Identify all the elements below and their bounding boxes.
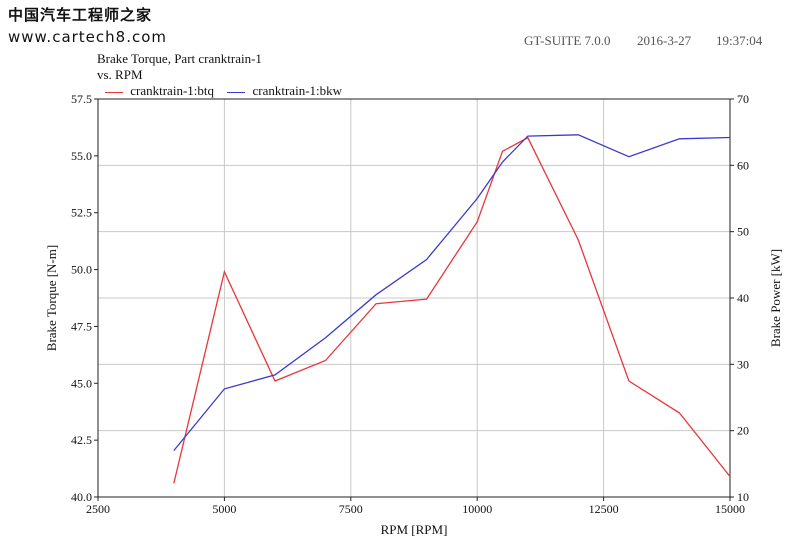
y-axis-right-label: Brake Power [kW] xyxy=(768,249,783,347)
y-right-tick-label: 10 xyxy=(737,490,749,504)
x-tick-label: 7500 xyxy=(339,502,363,516)
x-tick-label: 5000 xyxy=(212,502,236,516)
series-line-bkw xyxy=(173,134,731,452)
series-line-btq xyxy=(173,136,731,484)
watermark-url: www.cartech8.com xyxy=(8,28,168,46)
y-left-tick-label: 50.0 xyxy=(71,263,92,277)
legend-swatch-btq xyxy=(105,91,123,93)
series-lines xyxy=(173,134,731,484)
y-left-tick-label: 55.0 xyxy=(71,149,92,163)
software-version: GT-SUITE 7.0.0 xyxy=(524,33,611,48)
y-axis-left-label: Brake Torque [N-m] xyxy=(44,245,59,351)
chart-title-line1: Brake Torque, Part cranktrain-1 xyxy=(97,51,262,66)
legend-label-btq: cranktrain-1:btq xyxy=(130,83,214,98)
x-tick-label: 2500 xyxy=(86,502,110,516)
report-time: 19:37:04 xyxy=(716,33,763,48)
x-axis-label: RPM [RPM] xyxy=(381,522,448,537)
x-axis-ticks: 2500 5000 7500 10000 12500 15000 xyxy=(86,497,745,516)
x-tick-label: 10000 xyxy=(462,502,492,516)
chart-title-line2: vs. RPM xyxy=(97,67,143,82)
y-left-tick-label: 42.5 xyxy=(71,433,92,447)
x-tick-label: 12500 xyxy=(589,502,619,516)
y-axis-right-ticks: 10 20 30 40 50 60 70 xyxy=(730,92,749,504)
chart-title: Brake Torque, Part cranktrain-1 vs. RPM xyxy=(97,51,262,83)
legend-swatch-bkw xyxy=(227,91,246,93)
chart-legend: cranktrain-1:btq cranktrain-1:bkw xyxy=(105,83,342,99)
y-left-tick-label: 57.5 xyxy=(71,92,92,106)
y-axis-left-ticks: 40.0 42.5 45.0 47.5 50.0 52.5 55.0 57.5 xyxy=(71,92,98,504)
report-date: 2016-3-27 xyxy=(637,33,692,48)
y-right-tick-label: 30 xyxy=(737,357,749,371)
x-tick-label: 15000 xyxy=(715,502,745,516)
watermark-site-name: 中国汽车工程师之家 xyxy=(8,6,153,24)
y-right-tick-label: 20 xyxy=(737,424,749,438)
y-left-tick-label: 45.0 xyxy=(71,376,92,390)
y-right-tick-label: 70 xyxy=(737,92,749,106)
y-left-tick-label: 47.5 xyxy=(71,319,92,333)
grid-lines xyxy=(98,99,730,497)
y-left-tick-label: 40.0 xyxy=(71,490,92,504)
y-left-tick-label: 52.5 xyxy=(71,206,92,220)
y-right-tick-label: 50 xyxy=(737,225,749,239)
legend-label-bkw: cranktrain-1:bkw xyxy=(252,83,343,98)
y-right-tick-label: 60 xyxy=(737,158,749,172)
y-right-tick-label: 40 xyxy=(737,291,749,305)
